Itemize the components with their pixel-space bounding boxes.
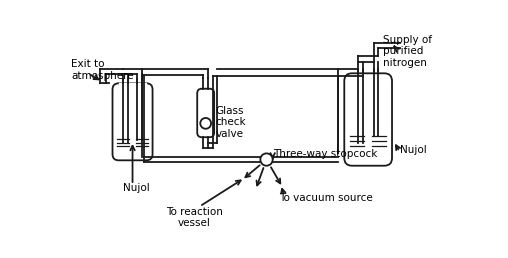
FancyBboxPatch shape	[197, 89, 214, 137]
Text: Three-way stopcock: Three-way stopcock	[273, 149, 377, 159]
Text: Glass
check
valve: Glass check valve	[216, 106, 246, 139]
Text: To reaction
vessel: To reaction vessel	[166, 206, 223, 228]
Text: Supply of
purified
nitrogen: Supply of purified nitrogen	[383, 35, 432, 68]
Circle shape	[260, 154, 273, 166]
Text: Nujol: Nujol	[400, 145, 427, 155]
Text: Exit to
atmosphere: Exit to atmosphere	[71, 59, 134, 81]
Text: To vacuum source: To vacuum source	[279, 193, 372, 203]
FancyBboxPatch shape	[344, 73, 392, 166]
Circle shape	[200, 118, 211, 129]
Text: Nujol: Nujol	[122, 183, 149, 194]
FancyBboxPatch shape	[112, 83, 152, 160]
